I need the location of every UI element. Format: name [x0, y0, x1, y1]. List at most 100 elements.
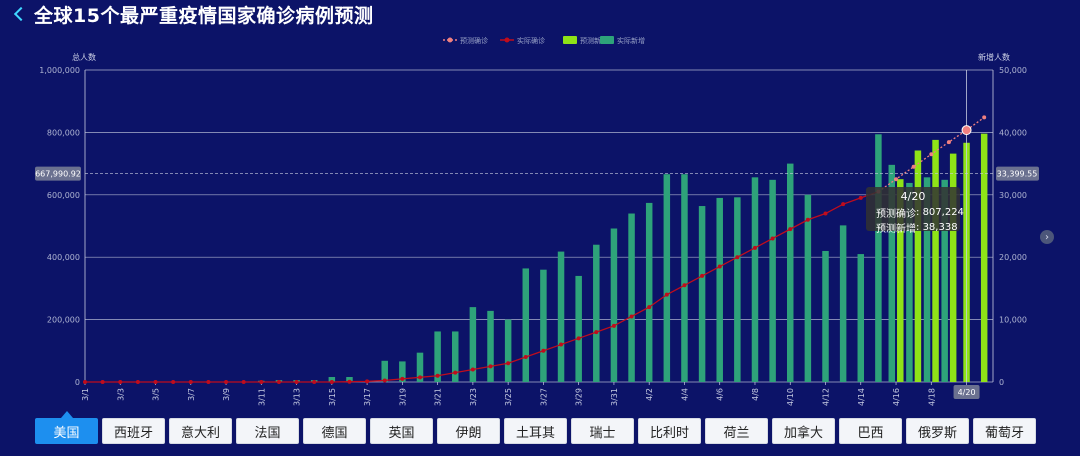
- next-page-button[interactable]: ›: [1040, 230, 1054, 244]
- bar-actual-new: [346, 377, 353, 382]
- point-actual-total: [823, 211, 828, 216]
- bar-actual-new: [716, 197, 723, 382]
- tab-country[interactable]: 葡萄牙: [973, 418, 1036, 444]
- right-tick-label: 50,000: [999, 66, 1027, 75]
- tab-country[interactable]: 美国: [35, 418, 98, 444]
- tab-country[interactable]: 德国: [303, 418, 366, 444]
- x-tick-label: 3/27: [539, 388, 548, 406]
- tab-country[interactable]: 土耳其: [504, 418, 567, 444]
- tab-country[interactable]: 荷兰: [705, 418, 768, 444]
- point-actual-total: [100, 380, 105, 384]
- bar-actual-new: [769, 179, 776, 382]
- tooltip-label: 预测新增: [876, 224, 916, 235]
- point-actual-total: [259, 380, 264, 384]
- left-tick-label: 400,000: [47, 253, 80, 262]
- tab-country[interactable]: 西班牙: [102, 418, 165, 444]
- point-actual-total: [224, 380, 229, 384]
- bar-actual-new: [822, 250, 829, 382]
- bar-actual-new: [857, 254, 865, 382]
- x-tick-label: 3/15: [328, 388, 337, 406]
- point-actual-total: [523, 355, 528, 360]
- point-actual-total: [153, 380, 158, 384]
- page-header: 全球15个最严重疫情国家确诊病例预测: [10, 2, 373, 27]
- bar-actual-new: [434, 331, 441, 382]
- tab-country[interactable]: 伊朗: [437, 418, 500, 444]
- point-actual-total: [382, 378, 387, 383]
- country-tabs: 美国 西班牙 意大利 法国 德国 英国 伊朗 土耳其 瑞士 比利时 荷兰 加拿大 巴西 俄罗斯 葡萄牙: [35, 418, 1036, 444]
- bar-actual-new: [839, 225, 847, 382]
- tab-country[interactable]: 英国: [370, 418, 433, 444]
- x-tick-label: 4/8: [751, 388, 760, 401]
- point-actual-total: [135, 380, 140, 384]
- left-tick-label: 600,000: [47, 191, 80, 200]
- legend-swatch: [600, 36, 614, 44]
- point-actual-total: [188, 380, 193, 384]
- bar-actual-new: [751, 177, 759, 382]
- tooltip-label: 预测确诊: [876, 209, 916, 220]
- bar-predicted-new: [932, 139, 939, 382]
- bar-actual-new: [923, 177, 931, 382]
- tab-country[interactable]: 巴西: [839, 418, 902, 444]
- point-actual-total: [506, 361, 511, 366]
- bar-actual-new: [416, 352, 424, 382]
- x-tick-label: 4/18: [927, 388, 936, 406]
- bar-actual-new: [575, 275, 582, 382]
- left-tick-label: 200,000: [47, 316, 80, 325]
- bar-actual-new: [888, 164, 896, 382]
- point-actual-total: [347, 379, 352, 384]
- x-tick-label: 4/2: [645, 388, 654, 401]
- x-tick-label: 3/31: [610, 388, 619, 406]
- point-actual-total: [206, 380, 211, 384]
- point-actual-total: [576, 336, 581, 341]
- tab-country[interactable]: 加拿大: [772, 418, 835, 444]
- point-actual-total: [858, 195, 863, 200]
- tab-country[interactable]: 法国: [236, 418, 299, 444]
- x-tick-label: 3/11: [257, 388, 266, 406]
- bar-actual-new: [645, 202, 653, 382]
- point-actual-total: [276, 380, 281, 384]
- left-tick-label: 0: [75, 378, 80, 387]
- point-actual-total: [752, 245, 757, 250]
- bar-predicted-new: [949, 153, 957, 382]
- line-actual-total: [85, 191, 879, 383]
- x-tick-label: 4/14: [857, 388, 866, 406]
- bar-actual-new: [804, 194, 812, 382]
- left-tick-label: 1,000,000: [39, 66, 80, 75]
- point-actual-total: [611, 323, 616, 328]
- bar-actual-new: [681, 174, 688, 382]
- point-predicted-total: [982, 115, 987, 120]
- crosshair-x-label-bg: [953, 385, 980, 399]
- x-tick-label: 3/5: [152, 388, 161, 401]
- tooltip-value: 807,224: [922, 207, 964, 218]
- tab-country[interactable]: 比利时: [638, 418, 701, 444]
- right-tick-label: 30,000: [999, 191, 1027, 200]
- bar-actual-new: [628, 213, 635, 382]
- bar-actual-new: [557, 251, 565, 382]
- bar-actual-new: [469, 307, 477, 382]
- legend-label: 实际新增: [617, 36, 645, 45]
- point-actual-total: [682, 283, 687, 288]
- bar-actual-new: [610, 228, 618, 382]
- tab-country[interactable]: 俄罗斯: [906, 418, 969, 444]
- tab-pointer-icon: [61, 411, 73, 418]
- point-actual-total: [559, 342, 564, 347]
- x-tick-label: 3/23: [469, 388, 478, 406]
- bar-actual-new: [941, 179, 948, 382]
- x-tick-label: 3/21: [434, 388, 443, 406]
- tab-country[interactable]: 意大利: [169, 418, 232, 444]
- x-tick-label: 3/29: [575, 388, 584, 406]
- bar-actual-new: [734, 197, 741, 382]
- crosshair-left-label: 667,990.92: [35, 170, 81, 179]
- point-actual-total: [453, 370, 458, 375]
- point-actual-total: [717, 264, 722, 269]
- bar-predicted-new: [980, 133, 988, 382]
- point-actual-total: [735, 255, 740, 260]
- bar-actual-new: [504, 319, 512, 382]
- point-actual-total: [241, 380, 246, 384]
- tab-country[interactable]: 瑞士: [571, 418, 634, 444]
- crosshair-right-label: 33,399.55: [997, 170, 1038, 179]
- point-actual-total: [788, 227, 793, 232]
- point-actual-total: [647, 305, 652, 310]
- bar-predicted-new: [914, 150, 922, 382]
- legend-swatch: [563, 36, 577, 44]
